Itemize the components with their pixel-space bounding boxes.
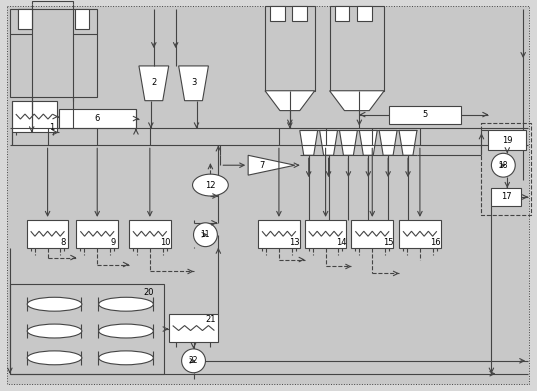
Ellipse shape <box>193 174 228 196</box>
Bar <box>389 106 461 124</box>
Bar <box>357 6 372 21</box>
Bar <box>489 131 526 150</box>
Text: 11: 11 <box>201 230 210 239</box>
Bar <box>399 220 441 248</box>
Polygon shape <box>399 131 417 155</box>
Bar <box>10 9 97 97</box>
Polygon shape <box>179 66 208 100</box>
Text: 16: 16 <box>431 238 441 247</box>
Text: 6: 6 <box>95 114 100 123</box>
Text: 12: 12 <box>205 181 216 190</box>
Bar <box>76 220 118 248</box>
Text: 7: 7 <box>259 161 265 170</box>
Bar <box>265 6 315 91</box>
Polygon shape <box>248 155 295 175</box>
Polygon shape <box>320 131 338 155</box>
Bar <box>129 220 171 248</box>
Ellipse shape <box>99 324 154 338</box>
Text: 2: 2 <box>151 78 156 87</box>
Polygon shape <box>339 131 357 155</box>
Ellipse shape <box>27 324 82 338</box>
Text: 8: 8 <box>61 238 66 247</box>
Polygon shape <box>265 91 315 111</box>
Polygon shape <box>330 91 384 111</box>
Bar <box>335 6 350 21</box>
Bar <box>18 9 32 29</box>
Text: 9: 9 <box>111 238 116 247</box>
Circle shape <box>193 223 217 247</box>
Bar <box>27 220 68 248</box>
Bar <box>292 6 307 21</box>
Ellipse shape <box>99 297 154 311</box>
Text: 13: 13 <box>289 238 300 247</box>
Text: 1: 1 <box>49 123 54 132</box>
Bar <box>270 6 285 21</box>
Polygon shape <box>379 131 397 155</box>
Text: 22: 22 <box>189 356 198 365</box>
Bar <box>12 100 56 133</box>
Bar <box>18 9 32 29</box>
Text: 17: 17 <box>501 192 512 201</box>
Bar <box>75 9 89 29</box>
Circle shape <box>491 153 515 177</box>
Bar <box>169 314 219 342</box>
Text: 18: 18 <box>498 161 508 170</box>
Text: 10: 10 <box>161 238 171 247</box>
Ellipse shape <box>99 351 154 365</box>
Text: 5: 5 <box>422 110 427 119</box>
Text: 20: 20 <box>143 288 154 297</box>
Text: 3: 3 <box>191 78 196 87</box>
Polygon shape <box>359 131 377 155</box>
Bar <box>491 188 521 206</box>
Bar <box>258 220 300 248</box>
Bar <box>59 109 136 129</box>
Text: 19: 19 <box>502 136 512 145</box>
Bar <box>304 220 346 248</box>
Text: 15: 15 <box>383 238 394 247</box>
Bar <box>482 122 531 215</box>
Text: 14: 14 <box>336 238 347 247</box>
Polygon shape <box>139 66 169 100</box>
Bar <box>330 6 384 91</box>
Text: 21: 21 <box>205 315 216 324</box>
Polygon shape <box>300 131 318 155</box>
Circle shape <box>182 349 206 373</box>
Ellipse shape <box>27 351 82 365</box>
Bar <box>351 220 393 248</box>
Ellipse shape <box>27 297 82 311</box>
Bar <box>10 284 164 374</box>
